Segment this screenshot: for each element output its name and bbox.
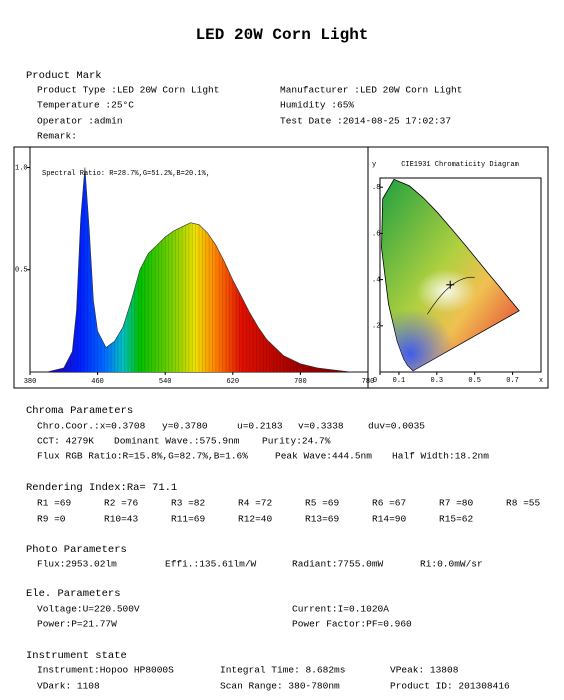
field: v=0.3338	[298, 421, 344, 432]
y-tick-label: .6	[372, 230, 380, 238]
section-heading: Rendering Index:Ra= 71.1	[26, 482, 177, 494]
field: duv=0.0035	[368, 421, 425, 432]
y-tick-label: 1.0	[15, 164, 28, 172]
field: Product Type :LED 20W Corn Light	[37, 85, 219, 96]
spectrum-fill	[30, 167, 368, 372]
field: CCT: 4279K	[37, 436, 94, 447]
field: Instrument:Hopoo HP8000S	[37, 665, 174, 676]
field: Scan Range: 380-780nm	[220, 681, 340, 692]
field: R5 =69	[305, 498, 340, 509]
y-tick-label: .8	[372, 184, 380, 192]
field: R8 =55	[506, 498, 541, 509]
field: Humidity :65%	[280, 100, 354, 111]
planckian-locus	[427, 277, 475, 315]
field: Integral Time: 8.682ms	[220, 665, 345, 676]
field: Flux:2953.02lm	[37, 559, 117, 570]
y-tick-label: .2	[372, 323, 380, 331]
field: R13=69	[305, 514, 340, 525]
x-tick-label: 780	[362, 378, 375, 386]
y-tick-label: 0.5	[15, 267, 28, 275]
field: Flux RGB Ratio:R=15.8%,G=82.7%,B=1.6%	[37, 451, 248, 462]
field: R6 =67	[372, 498, 406, 509]
x-tick-label: 620	[226, 378, 239, 386]
field: Remark:	[37, 131, 77, 142]
field: R2 =76	[104, 498, 139, 509]
field: Ri:0.0mW/sr	[420, 559, 483, 570]
plot-frame	[379, 177, 542, 373]
field: Voltage:U=220.500V	[37, 604, 140, 615]
field: Current:I=0.1020A	[292, 604, 389, 615]
field: R12=40	[238, 514, 273, 525]
section-heading: Photo Parameters	[26, 544, 127, 556]
field: Power:P=21.77W	[37, 619, 117, 630]
x-tick-label: 0.7	[506, 377, 519, 385]
cie-white	[416, 269, 477, 314]
field: R9 =0	[37, 514, 66, 525]
field: Test Date :2014-08-25 17:02:37	[280, 116, 451, 127]
field: R11=69	[171, 514, 206, 525]
y-tick-label: .4	[372, 276, 380, 284]
section-heading: Chroma Parameters	[26, 405, 133, 417]
report-title: LED 20W Corn Light	[196, 26, 369, 44]
x-tick-label: 0.1	[393, 377, 406, 385]
field: Product ID: 201308416	[390, 681, 510, 692]
field: Operator :admin	[37, 116, 123, 127]
field: R7 =80	[439, 498, 474, 509]
section-heading: Product Mark	[26, 70, 102, 82]
field: R14=90	[372, 514, 407, 525]
section-heading: Instrument state	[26, 650, 127, 662]
field: R10=43	[104, 514, 139, 525]
field: R4 =72	[238, 498, 273, 509]
field: R1 =69	[37, 498, 72, 509]
field: Chro.Coor.:x=0.3708	[37, 421, 146, 432]
field: VDark: 1108	[37, 681, 100, 692]
field: Temperature :25°C	[37, 100, 134, 111]
x-tick-label: 540	[159, 378, 172, 386]
field: Purity:24.7%	[262, 436, 331, 447]
chromaticity-point	[446, 280, 455, 289]
section-heading: Ele. Parameters	[26, 588, 121, 600]
field: y=0.3780	[162, 421, 208, 432]
field: Dominant Wave.:575.9nm	[114, 436, 240, 447]
y-axis-label: y	[372, 161, 376, 169]
field: Peak Wave:444.5nm	[275, 451, 372, 462]
field: R3 =82	[171, 498, 206, 509]
chart-title: CIE1931 Chromaticity Diagram	[401, 161, 519, 169]
x-axis-label: x	[539, 377, 543, 385]
field: VPeak: 13808	[390, 665, 459, 676]
report-text: Product Mark Product Type :LED 20W Corn L…	[26, 70, 541, 692]
spectrum-line	[30, 167, 368, 373]
annotation: Spectral Ratio: R=28.7%,G=51.2%,B=20.1%,	[42, 170, 210, 178]
x-tick-label: 0.3	[431, 377, 444, 385]
x-tick-label: 0	[373, 377, 377, 385]
field: Effi.:135.61lm/W	[165, 559, 257, 570]
cie-chart: 0 0.1 0.3 0.5 0.7 .2 .4 .6 .8 x y CIE1931 Chromatic…	[372, 161, 543, 385]
x-tick-label: 460	[91, 378, 104, 386]
x-tick-label: 700	[294, 378, 307, 386]
spectrum-chart: 380 460 540 620 700 780 1.0 0.5 Spectral Ratio: …	[15, 147, 374, 386]
field: R15=62	[439, 514, 474, 525]
x-tick-label: 380	[24, 378, 37, 386]
chart-frame	[13, 146, 549, 389]
field: Manufacturer :LED 20W Corn Light	[280, 85, 462, 96]
field: Half Width:18.2nm	[392, 451, 489, 462]
field: Radiant:7755.0mW	[292, 559, 384, 570]
field: Power Factor:PF=0.960	[292, 619, 412, 630]
field: u=0.2183	[237, 421, 283, 432]
x-tick-label: 0.5	[468, 377, 481, 385]
